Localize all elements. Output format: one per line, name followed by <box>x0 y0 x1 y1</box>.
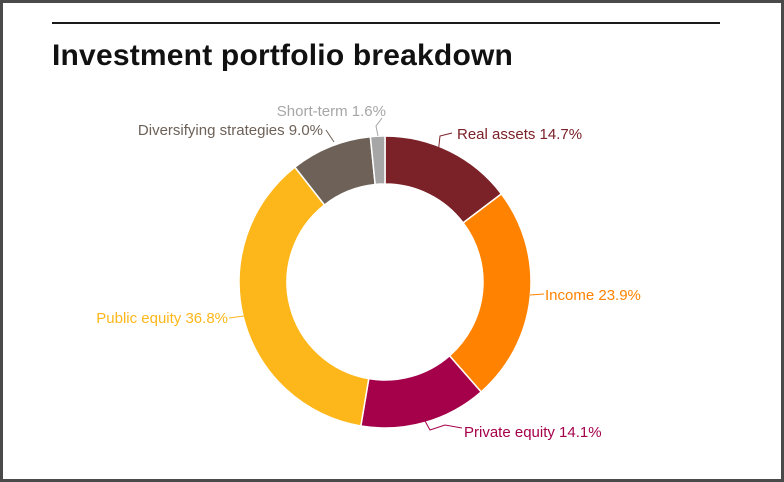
slice-income <box>448 192 532 393</box>
chart-title: Investment portfolio breakdown <box>52 39 514 72</box>
slice-public-equity <box>238 166 370 427</box>
leader-line-short-term <box>375 117 383 137</box>
slice-label-private-equity: Private equity 14.1% <box>464 424 602 441</box>
leader-line-diversifying-strategies <box>325 129 335 143</box>
slice-short-term <box>369 135 386 186</box>
top-rule <box>52 22 720 24</box>
slice-label-diversifying-strategies: Diversifying strategies 9.0% <box>138 122 323 139</box>
leader-line-real-assets <box>437 132 453 155</box>
slice-label-public-equity: Public equity 36.8% <box>96 310 228 327</box>
leader-line-public-equity <box>228 315 245 319</box>
slice-label-short-term: Short-term 1.6% <box>277 103 386 120</box>
slice-label-income: Income 23.9% <box>545 287 641 304</box>
leader-line-private-equity <box>424 420 463 431</box>
slice-label-real-assets: Real assets 14.7% <box>457 126 582 143</box>
leader-line-income <box>529 293 545 296</box>
